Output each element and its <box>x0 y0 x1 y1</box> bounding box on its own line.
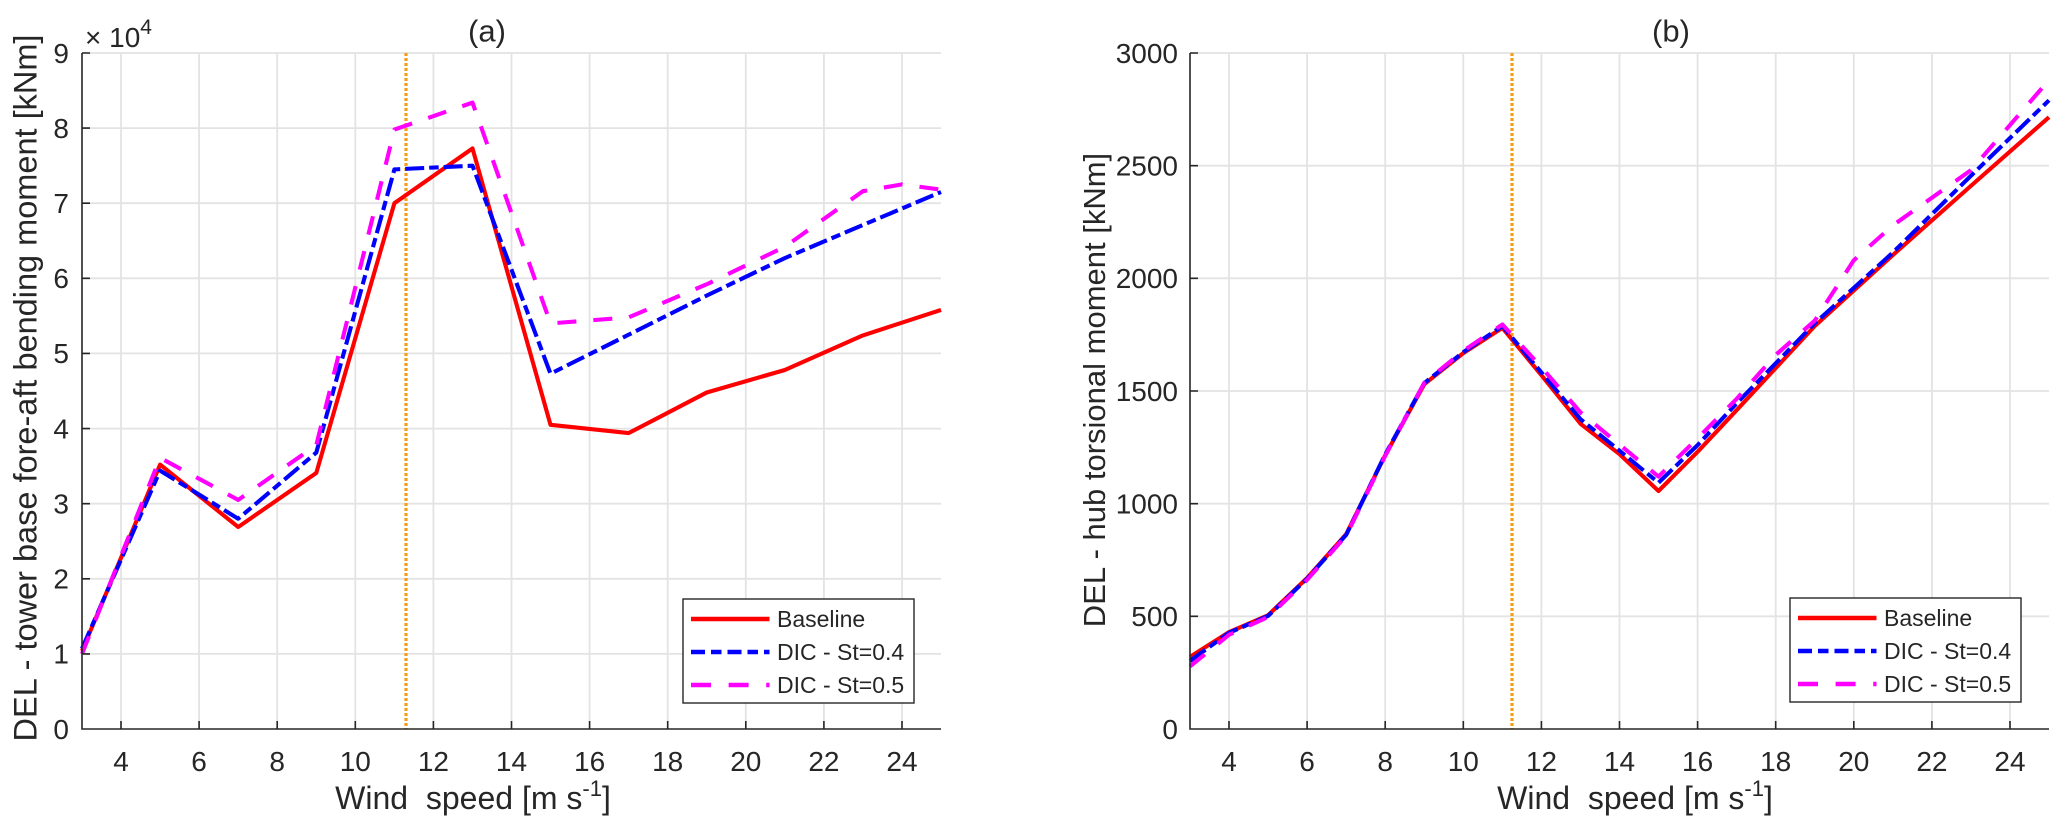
svg-text:(a): (a) <box>468 14 506 49</box>
svg-text:Baseline: Baseline <box>777 606 865 632</box>
svg-text:12: 12 <box>418 746 449 777</box>
svg-text:2: 2 <box>53 564 69 595</box>
svg-text:1000: 1000 <box>1116 489 1178 520</box>
svg-text:5: 5 <box>53 338 69 369</box>
svg-text:3000: 3000 <box>1116 38 1178 69</box>
svg-text:14: 14 <box>496 746 527 777</box>
svg-text:DEL - tower base fore-aft bend: DEL - tower base fore-aft bending moment… <box>8 35 44 742</box>
svg-text:10: 10 <box>1448 746 1479 777</box>
svg-text:DEL - hub torsional moment [kN: DEL - hub torsional moment [kNm] <box>1077 153 1112 627</box>
svg-text:18: 18 <box>1760 746 1791 777</box>
svg-text:DIC - St=0.5: DIC - St=0.5 <box>777 672 904 698</box>
svg-text:8: 8 <box>269 746 285 777</box>
svg-text:24: 24 <box>1994 746 2025 777</box>
svg-text:16: 16 <box>1682 746 1713 777</box>
svg-text:9: 9 <box>53 38 69 69</box>
svg-text:18: 18 <box>652 746 683 777</box>
svg-text:DIC - St=0.4: DIC - St=0.4 <box>777 639 904 665</box>
svg-text:1: 1 <box>53 639 69 670</box>
svg-text:7: 7 <box>53 188 69 219</box>
svg-text:Wind speed [m s-1]: Wind speed [m s-1] <box>335 776 611 816</box>
svg-text:Wind speed [m s-1]: Wind speed [m s-1] <box>1497 776 1773 816</box>
svg-text:6: 6 <box>191 746 207 777</box>
svg-text:24: 24 <box>886 746 917 777</box>
svg-text:1500: 1500 <box>1116 376 1178 407</box>
svg-text:20: 20 <box>1838 746 1869 777</box>
svg-text:22: 22 <box>808 746 839 777</box>
svg-text:10: 10 <box>340 746 371 777</box>
svg-text:8: 8 <box>53 113 69 144</box>
svg-text:DIC - St=0.5: DIC - St=0.5 <box>1884 671 2011 697</box>
svg-text:4: 4 <box>1221 746 1237 777</box>
svg-text:0: 0 <box>1162 714 1178 745</box>
svg-text:Baseline: Baseline <box>1884 605 1972 631</box>
svg-text:20: 20 <box>730 746 761 777</box>
svg-text:0: 0 <box>53 714 69 745</box>
svg-text:3: 3 <box>53 489 69 520</box>
svg-text:16: 16 <box>574 746 605 777</box>
svg-text:6: 6 <box>1299 746 1315 777</box>
svg-text:(b): (b) <box>1652 14 1690 49</box>
svg-text:× 104: × 104 <box>85 16 152 53</box>
svg-text:2500: 2500 <box>1116 151 1178 182</box>
svg-text:14: 14 <box>1604 746 1635 777</box>
svg-text:22: 22 <box>1916 746 1947 777</box>
svg-text:4: 4 <box>53 413 69 444</box>
svg-text:8: 8 <box>1377 746 1393 777</box>
svg-text:2000: 2000 <box>1116 263 1178 294</box>
svg-text:500: 500 <box>1131 601 1178 632</box>
svg-text:12: 12 <box>1526 746 1557 777</box>
svg-text:4: 4 <box>113 746 129 777</box>
svg-text:6: 6 <box>53 263 69 294</box>
svg-text:DIC - St=0.4: DIC - St=0.4 <box>1884 638 2011 664</box>
